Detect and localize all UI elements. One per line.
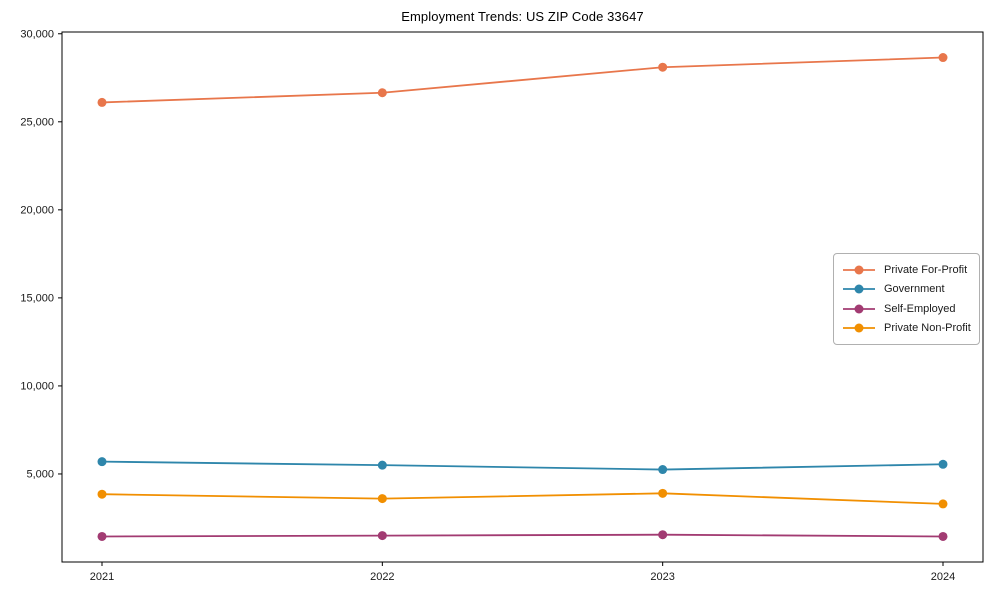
x-tick-label: 2021 bbox=[90, 571, 114, 583]
x-tick-label: 2024 bbox=[931, 571, 955, 583]
marker-self-employed bbox=[97, 531, 107, 541]
marker-private-for-profit bbox=[658, 62, 668, 72]
legend-marker bbox=[854, 304, 864, 314]
series-line-private-for-profit bbox=[101, 56, 944, 104]
legend-label: Private For-Profit bbox=[884, 263, 968, 276]
y-tick-label: 30,000 bbox=[20, 28, 54, 40]
marker-private-for-profit bbox=[97, 97, 107, 107]
chart-legend: Private For-Profit Government Self-Employe… bbox=[833, 253, 980, 345]
marker-government bbox=[377, 460, 387, 470]
marker-government bbox=[938, 459, 948, 469]
series-line-government bbox=[101, 460, 944, 471]
plot-frame bbox=[61, 31, 984, 563]
legend-item-self-employed: Self-Employed bbox=[842, 299, 971, 319]
legend-item-government: Government bbox=[842, 280, 971, 300]
legend-marker bbox=[854, 323, 864, 333]
marker-private-for-profit bbox=[938, 53, 948, 63]
y-tick-label: 15,000 bbox=[20, 292, 54, 304]
legend-line-marker-icon bbox=[843, 304, 875, 314]
legend-item-private-non-profit: Private Non-Profit bbox=[842, 319, 971, 339]
marker-private-non-profit bbox=[658, 488, 668, 498]
marker-private-non-profit bbox=[97, 489, 107, 499]
legend-item-private-for-profit: Private For-Profit bbox=[842, 260, 971, 280]
marker-government bbox=[97, 457, 107, 467]
legend-marker bbox=[854, 265, 864, 275]
marker-private-non-profit bbox=[938, 499, 948, 509]
chart-title: Employment Trends: US ZIP Code 33647 bbox=[401, 9, 644, 24]
legend-marker bbox=[854, 284, 864, 294]
y-tick-label: 5,000 bbox=[26, 468, 54, 480]
y-tick-label: 10,000 bbox=[20, 380, 54, 392]
legend-line-marker-icon bbox=[843, 323, 875, 333]
y-tick-label: 20,000 bbox=[20, 204, 54, 216]
marker-self-employed bbox=[938, 531, 948, 541]
series-line-private-non-profit bbox=[101, 492, 944, 505]
legend-line-marker-icon bbox=[843, 265, 875, 275]
legend-line-marker-icon bbox=[843, 284, 875, 294]
x-tick-label: 2022 bbox=[370, 571, 394, 583]
legend-label: Private Non-Profit bbox=[884, 322, 971, 335]
marker-private-for-profit bbox=[377, 88, 387, 98]
x-tick-label: 2023 bbox=[650, 571, 674, 583]
legend-label: Government bbox=[884, 283, 945, 296]
marker-self-employed bbox=[377, 531, 387, 541]
y-tick-label: 25,000 bbox=[20, 116, 54, 128]
legend-label: Self-Employed bbox=[884, 302, 956, 315]
series-line-self-employed bbox=[101, 533, 944, 538]
marker-private-non-profit bbox=[377, 494, 387, 504]
marker-self-employed bbox=[658, 530, 668, 540]
marker-government bbox=[658, 465, 668, 475]
